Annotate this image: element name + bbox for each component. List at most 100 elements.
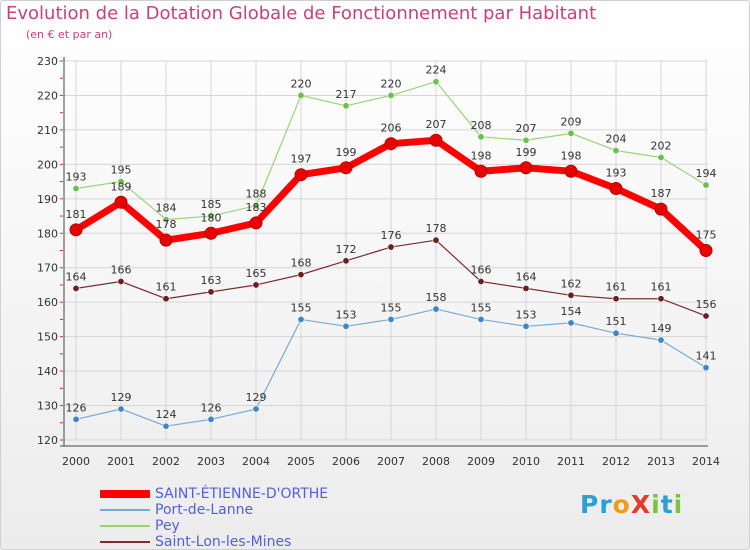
data-point bbox=[702, 181, 710, 189]
data-label: 187 bbox=[651, 187, 672, 200]
data-label: 220 bbox=[291, 77, 312, 90]
data-point bbox=[207, 288, 215, 296]
y-tick-label: 210 bbox=[37, 124, 58, 137]
data-label: 149 bbox=[651, 322, 672, 335]
data-label: 195 bbox=[111, 164, 132, 177]
data-point bbox=[252, 202, 260, 210]
data-point bbox=[117, 278, 125, 286]
data-label: 185 bbox=[201, 198, 222, 211]
data-point bbox=[207, 212, 215, 220]
data-point bbox=[252, 405, 260, 413]
data-label: 153 bbox=[336, 308, 357, 321]
data-point bbox=[207, 415, 215, 423]
data-point bbox=[657, 153, 665, 161]
data-label: 164 bbox=[66, 270, 87, 283]
data-point bbox=[114, 195, 128, 209]
y-tick-label: 150 bbox=[37, 331, 58, 344]
data-point bbox=[564, 164, 578, 178]
data-point bbox=[477, 133, 485, 141]
data-point bbox=[342, 102, 350, 110]
data-point bbox=[72, 284, 80, 292]
data-point bbox=[522, 322, 530, 330]
data-point bbox=[519, 161, 533, 175]
data-label: 206 bbox=[381, 122, 402, 135]
data-label: 161 bbox=[156, 281, 177, 294]
data-label: 193 bbox=[606, 166, 627, 179]
data-label: 193 bbox=[66, 170, 87, 183]
data-label: 154 bbox=[561, 305, 582, 318]
y-tick-label: 120 bbox=[37, 434, 58, 447]
data-point bbox=[657, 295, 665, 303]
legend-swatch bbox=[100, 490, 150, 498]
data-label: 209 bbox=[561, 115, 582, 128]
data-point bbox=[702, 312, 710, 320]
data-point bbox=[567, 319, 575, 327]
data-label: 162 bbox=[561, 277, 582, 290]
data-label: 208 bbox=[471, 119, 492, 132]
data-point bbox=[474, 164, 488, 178]
data-label: 199 bbox=[516, 146, 537, 159]
series-lines bbox=[69, 78, 713, 430]
data-point bbox=[699, 244, 713, 257]
data-label: 217 bbox=[336, 88, 357, 101]
data-point bbox=[522, 136, 530, 144]
data-label: 124 bbox=[156, 408, 177, 421]
data-point bbox=[654, 202, 668, 216]
data-point bbox=[432, 236, 440, 244]
data-point bbox=[297, 91, 305, 99]
data-label: 184 bbox=[156, 201, 177, 214]
data-point bbox=[342, 322, 350, 330]
grid bbox=[64, 60, 708, 441]
data-label: 126 bbox=[66, 401, 87, 414]
x-tick-label: 2009 bbox=[467, 455, 495, 468]
legend-swatch bbox=[100, 509, 150, 511]
data-label: 183 bbox=[246, 201, 267, 214]
y-tick-label: 130 bbox=[37, 400, 58, 413]
data-point bbox=[162, 295, 170, 303]
x-tick-label: 2014 bbox=[692, 455, 720, 468]
data-label: 198 bbox=[471, 149, 492, 162]
data-point bbox=[387, 243, 395, 251]
data-point bbox=[162, 215, 170, 223]
data-label: 204 bbox=[606, 133, 627, 146]
data-label: 224 bbox=[426, 64, 447, 77]
x-tick-label: 2012 bbox=[602, 455, 630, 468]
data-label: 176 bbox=[381, 229, 402, 242]
data-label: 161 bbox=[651, 281, 672, 294]
x-tick-label: 2008 bbox=[422, 455, 450, 468]
data-point bbox=[612, 147, 620, 155]
data-label: 207 bbox=[516, 122, 537, 135]
data-point bbox=[342, 257, 350, 265]
data-point bbox=[387, 91, 395, 99]
y-tick-label: 190 bbox=[37, 193, 58, 206]
data-label: 175 bbox=[696, 229, 717, 242]
data-point bbox=[429, 133, 443, 147]
axes: 120 130 140 150 160 170 180 190 200 210 220 230 2000… bbox=[37, 55, 720, 468]
data-point bbox=[432, 305, 440, 313]
data-label: 172 bbox=[336, 243, 357, 256]
proxiti-logo: ProXiti bbox=[580, 490, 684, 519]
y-tick-label: 230 bbox=[37, 55, 58, 68]
x-tick-label: 2003 bbox=[197, 455, 225, 468]
data-point bbox=[252, 281, 260, 289]
data-point bbox=[609, 181, 623, 195]
data-point bbox=[249, 216, 263, 230]
data-label: 164 bbox=[516, 270, 537, 283]
x-tick-label: 2011 bbox=[557, 455, 585, 468]
data-point bbox=[294, 168, 308, 182]
legend-swatch bbox=[100, 525, 150, 527]
x-tick-label: 2001 bbox=[107, 455, 135, 468]
data-label: 181 bbox=[66, 208, 87, 221]
data-point bbox=[612, 295, 620, 303]
data-label: 158 bbox=[426, 291, 447, 304]
data-label: 153 bbox=[516, 308, 537, 321]
data-point bbox=[159, 233, 173, 247]
data-point bbox=[522, 284, 530, 292]
data-label: 141 bbox=[696, 350, 717, 363]
data-label: 194 bbox=[696, 167, 717, 180]
data-label: 155 bbox=[291, 301, 312, 314]
data-point bbox=[477, 315, 485, 323]
data-label: 180 bbox=[201, 211, 222, 224]
data-label: 161 bbox=[606, 281, 627, 294]
chart-subtitle: (en € et par an) bbox=[26, 28, 113, 41]
